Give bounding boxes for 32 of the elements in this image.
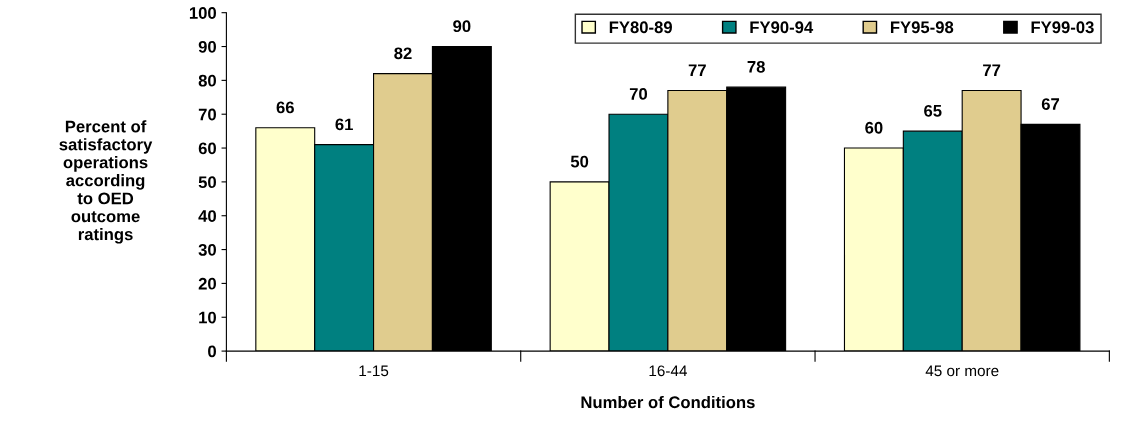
data-label: 78 [747,60,765,73]
data-label: 77 [983,64,1001,76]
x-axis-title: Number of Conditions [581,395,755,409]
y-tick-label: 80 [198,74,216,87]
legend-label: FY80-89 [609,21,672,34]
y-tick-label: 50 [198,176,216,189]
y-tick-label: 60 [198,142,216,155]
x-tick-label: 1-15 [359,365,389,377]
data-label: 77 [688,64,706,76]
y-tick-label: 70 [198,108,216,121]
data-label: 50 [570,155,589,168]
data-label: 61 [335,118,353,131]
data-label: 60 [865,121,883,134]
y-tick-label: 40 [198,210,216,222]
data-label: 65 [924,104,942,117]
data-label: 90 [453,20,471,33]
data-label: 67 [1041,98,1060,110]
y-tick-label: 20 [198,277,216,290]
x-tick-label: 16-44 [649,365,687,377]
legend-label: FY95-98 [890,21,954,34]
data-label: 82 [394,47,412,60]
y-tick-label: 0 [208,345,216,358]
data-label: 70 [629,88,648,100]
y-tick-label: 10 [199,311,216,324]
legend-label: FY99-03 [1031,21,1094,34]
y-tick-label: 30 [198,243,216,256]
y-axis-title: Percent of satisfactory operations according to OED outcome ratings [59,120,153,244]
y-tick-label: 90 [198,40,216,53]
y-tick-label: 100 [189,7,216,19]
legend-label: FY90-94 [750,21,814,34]
x-tick-label: 45 or more [925,365,999,377]
data-label: 66 [276,101,294,114]
